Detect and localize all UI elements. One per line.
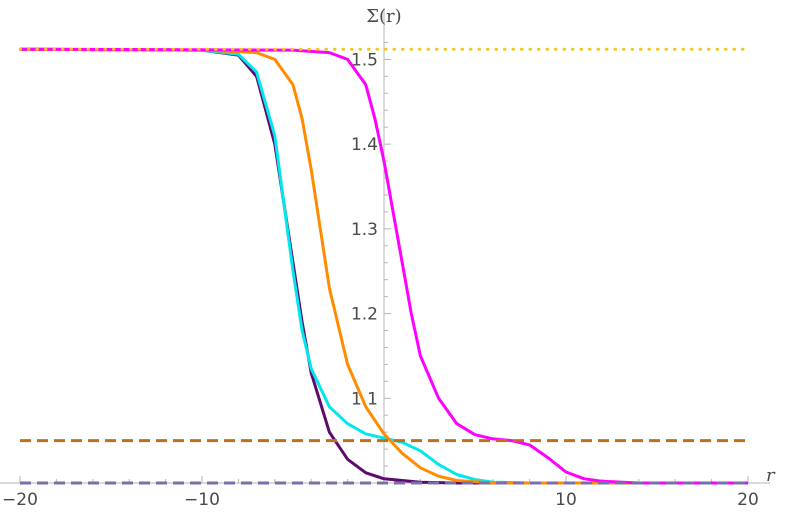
y-tick-label: 1.5 <box>351 50 378 70</box>
x-tick-label: −20 <box>2 490 38 510</box>
y-tick-label: 1.2 <box>351 305 378 325</box>
x-tick-label: −10 <box>184 490 220 510</box>
series-line-3 <box>19 47 748 485</box>
y-tick-label: 1.4 <box>351 135 378 155</box>
y-tick-label: 1.3 <box>351 220 378 240</box>
series-group <box>18 47 750 485</box>
y-axis-label: Σ(r) <box>366 6 401 27</box>
x-tick-label: 10 <box>555 490 577 510</box>
y-tick-label: 1.1 <box>351 389 378 409</box>
series-line-4 <box>19 47 748 485</box>
x-axis-label: r <box>766 465 776 486</box>
tick-labels: −20 −10 10 20 1.1 1.2 1.3 1.4 1.5 <box>2 50 759 510</box>
x-tick-label: 20 <box>737 490 759 510</box>
series-line-2 <box>19 47 748 485</box>
